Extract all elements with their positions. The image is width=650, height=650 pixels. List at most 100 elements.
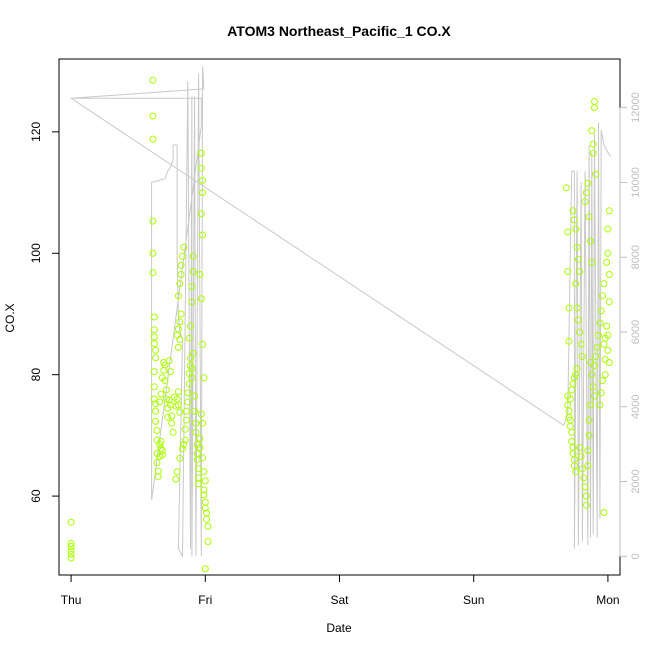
data-point-83 xyxy=(185,380,193,388)
y2-tick-label-2: 4000 xyxy=(630,394,642,418)
data-point-69 xyxy=(180,243,188,251)
x-tick-label-3: Sun xyxy=(463,593,484,607)
x-tick-label-0: Thu xyxy=(61,593,82,607)
data-point-185 xyxy=(588,258,596,266)
x-axis-label: Date xyxy=(326,621,352,635)
x-tick-label-1: Fri xyxy=(198,593,212,607)
y-axis-label: CO.X xyxy=(3,303,17,332)
data-point-62 xyxy=(176,318,184,326)
data-point-22 xyxy=(152,407,160,415)
data-point-73 xyxy=(173,468,181,476)
data-point-49 xyxy=(166,368,174,376)
data-point-23 xyxy=(152,417,160,425)
data-point-5 xyxy=(67,554,75,562)
data-point-114 xyxy=(196,271,204,278)
data-point-71 xyxy=(176,336,184,343)
data-point-131 xyxy=(201,477,209,485)
data-point-98 xyxy=(192,419,200,427)
data-point-37 xyxy=(157,390,165,398)
data-point-99 xyxy=(192,428,200,436)
data-point-192 xyxy=(588,127,596,135)
y-tick-label-3: 120 xyxy=(29,122,43,142)
data-point-47 xyxy=(165,396,173,404)
plot-frame xyxy=(58,58,621,576)
data-point-210 xyxy=(603,258,611,266)
data-point-164 xyxy=(574,316,582,324)
data-point-97 xyxy=(191,407,199,415)
data-point-183 xyxy=(585,213,593,221)
data-point-90 xyxy=(185,334,193,342)
data-point-215 xyxy=(605,298,613,306)
data-point-181 xyxy=(582,189,590,197)
data-point-151 xyxy=(568,386,576,394)
data-point-63 xyxy=(177,310,185,318)
data-point-175 xyxy=(584,462,592,470)
data-point-161 xyxy=(576,268,584,275)
data-point-106 xyxy=(196,444,204,451)
data-point-172 xyxy=(581,483,589,491)
data-point-132 xyxy=(562,184,570,192)
data-point-194 xyxy=(589,149,597,157)
data-point-180 xyxy=(581,198,589,206)
data-point-176 xyxy=(584,447,592,455)
data-point-35 xyxy=(158,447,166,455)
point-series-group xyxy=(67,76,613,573)
data-point-72 xyxy=(172,475,180,483)
data-point-113 xyxy=(199,231,207,239)
data-point-64 xyxy=(174,292,182,300)
data-point-87 xyxy=(188,365,196,373)
data-point-57 xyxy=(174,388,182,396)
data-point-165 xyxy=(576,328,584,336)
data-point-92 xyxy=(188,298,196,306)
data-point-79 xyxy=(183,416,190,424)
data-point-11 xyxy=(149,269,157,277)
data-point-159 xyxy=(573,243,581,251)
data-point-127 xyxy=(204,538,212,546)
line-series-group xyxy=(69,66,612,559)
data-point-14 xyxy=(150,333,158,341)
data-point-36 xyxy=(156,398,164,406)
data-point-134 xyxy=(564,268,572,275)
y2-tick-label-3: 6000 xyxy=(630,320,642,344)
y-tick-label-1: 80 xyxy=(29,368,43,382)
data-point-78 xyxy=(181,425,189,433)
data-point-168 xyxy=(576,444,584,451)
data-point-125 xyxy=(203,515,211,523)
data-point-139 xyxy=(565,407,573,415)
data-point-207 xyxy=(600,509,608,516)
data-point-198 xyxy=(593,343,601,351)
data-point-177 xyxy=(585,431,593,439)
data-point-179 xyxy=(587,401,594,409)
data-point-211 xyxy=(604,249,612,257)
data-point-20 xyxy=(150,395,158,403)
data-point-7 xyxy=(149,112,157,120)
data-point-156 xyxy=(569,207,577,215)
x-tick-label-4: Mon xyxy=(596,593,619,607)
data-point-203 xyxy=(600,280,608,288)
data-point-158 xyxy=(572,225,580,233)
data-point-217 xyxy=(604,331,612,339)
data-point-43 xyxy=(162,386,170,394)
data-point-95 xyxy=(189,252,197,260)
y-axis-left: 60 80 100 120 xyxy=(29,122,60,503)
data-point-121 xyxy=(200,491,208,499)
y2-tick-label-0: 0 xyxy=(630,553,642,559)
y2-tick-label-5: 10000 xyxy=(630,167,642,198)
data-point-80 xyxy=(183,407,190,415)
data-point-89 xyxy=(189,349,197,357)
data-point-70 xyxy=(174,343,182,351)
data-point-103 xyxy=(195,465,203,473)
data-point-205 xyxy=(597,389,605,397)
y2-tick-label-1: 2000 xyxy=(630,469,642,493)
data-point-81 xyxy=(184,398,192,406)
data-point-184 xyxy=(587,237,594,245)
y2-tick-label-6: 12000 xyxy=(630,92,642,123)
data-point-187 xyxy=(588,371,596,379)
data-point-216 xyxy=(603,322,611,330)
data-point-169 xyxy=(577,453,585,461)
data-point-182 xyxy=(584,179,592,187)
data-point-189 xyxy=(591,392,598,400)
data-point-27 xyxy=(153,459,161,467)
data-point-4 xyxy=(67,550,75,558)
